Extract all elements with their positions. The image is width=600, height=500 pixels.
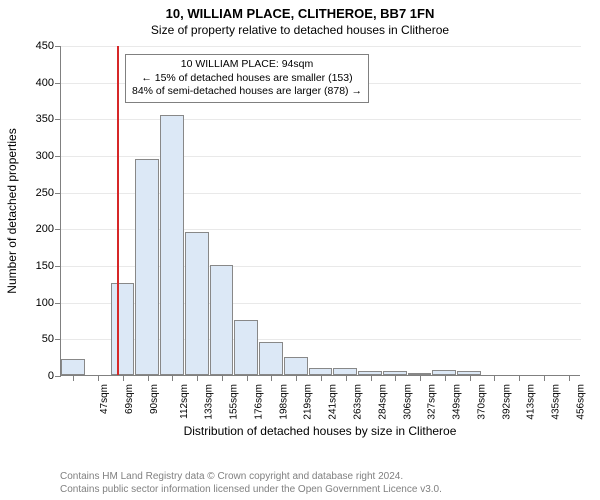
x-tick — [569, 375, 570, 381]
histogram-bar — [185, 232, 209, 375]
y-tick-label: 250 — [36, 187, 54, 199]
histogram-bar — [234, 320, 258, 375]
histogram-bar — [259, 342, 283, 375]
y-tick-label: 300 — [36, 150, 54, 162]
x-tick-label: 176sqm — [254, 384, 265, 420]
x-tick — [346, 375, 347, 381]
x-tick — [420, 375, 421, 381]
histogram-bar — [135, 159, 159, 375]
histogram-bar — [61, 359, 85, 375]
x-tick — [73, 375, 74, 381]
x-tick — [98, 375, 99, 381]
y-tick-label: 450 — [36, 40, 54, 52]
callout-line: 10 WILLIAM PLACE: 94sqm — [132, 58, 362, 72]
x-axis-title: Distribution of detached houses by size … — [60, 424, 580, 438]
x-tick — [371, 375, 372, 381]
y-tick — [55, 339, 61, 340]
x-tick-label: 370sqm — [476, 384, 487, 420]
y-tick — [55, 46, 61, 47]
x-tick-label: 284sqm — [377, 384, 388, 420]
x-tick-label: 327sqm — [427, 384, 438, 420]
x-tick — [123, 375, 124, 381]
x-tick-label: 241sqm — [328, 384, 339, 420]
y-tick-label: 150 — [36, 260, 54, 272]
reference-marker — [117, 46, 119, 375]
x-tick-label: 392sqm — [501, 384, 512, 420]
histogram-bar — [160, 115, 184, 375]
y-tick-label: 200 — [36, 223, 54, 235]
histogram-chart: Number of detached properties 0501001502… — [60, 46, 580, 406]
x-tick — [470, 375, 471, 381]
y-tick — [55, 376, 61, 377]
x-tick — [494, 375, 495, 381]
x-tick-label: 456sqm — [575, 384, 586, 420]
x-tick-label: 133sqm — [204, 384, 215, 420]
x-tick-label: 219sqm — [303, 384, 314, 420]
x-tick-label: 47sqm — [99, 384, 110, 414]
histogram-bar — [210, 265, 234, 375]
y-tick — [55, 303, 61, 304]
page-title: 10, WILLIAM PLACE, CLITHEROE, BB7 1FN — [0, 0, 600, 21]
y-tick-label: 350 — [36, 113, 54, 125]
x-tick — [148, 375, 149, 381]
y-axis-title: Number of detached properties — [5, 128, 19, 293]
y-tick — [55, 193, 61, 194]
x-tick-label: 349sqm — [452, 384, 463, 420]
x-tick — [544, 375, 545, 381]
plot-area: 05010015020025030035040045047sqm69sqm90s… — [60, 46, 580, 376]
x-tick-label: 413sqm — [526, 384, 537, 420]
x-tick — [197, 375, 198, 381]
x-tick-label: 69sqm — [124, 384, 135, 414]
footer-attribution: Contains HM Land Registry data © Crown c… — [60, 471, 442, 496]
x-tick — [519, 375, 520, 381]
x-tick — [247, 375, 248, 381]
x-tick — [445, 375, 446, 381]
x-tick — [296, 375, 297, 381]
x-tick-label: 435sqm — [551, 384, 562, 420]
y-tick — [55, 266, 61, 267]
gridline — [61, 156, 581, 157]
x-tick-label: 306sqm — [402, 384, 413, 420]
y-tick — [55, 229, 61, 230]
x-tick — [222, 375, 223, 381]
y-tick — [55, 156, 61, 157]
callout-box: 10 WILLIAM PLACE: 94sqm← 15% of detached… — [125, 54, 369, 103]
x-tick-label: 90sqm — [149, 384, 160, 414]
x-tick — [321, 375, 322, 381]
page-subtitle: Size of property relative to detached ho… — [0, 21, 600, 37]
y-tick — [55, 119, 61, 120]
callout-line: ← 15% of detached houses are smaller (15… — [132, 72, 362, 86]
footer-line: Contains HM Land Registry data © Crown c… — [60, 471, 442, 484]
x-tick — [395, 375, 396, 381]
y-tick-label: 400 — [36, 77, 54, 89]
x-tick-label: 112sqm — [179, 384, 190, 419]
y-tick-label: 100 — [36, 297, 54, 309]
callout-line: 84% of semi-detached houses are larger (… — [132, 85, 362, 99]
histogram-bar — [309, 368, 333, 375]
histogram-bar — [333, 368, 357, 375]
y-tick-label: 50 — [42, 333, 54, 345]
gridline — [61, 119, 581, 120]
gridline — [61, 46, 581, 47]
x-tick — [271, 375, 272, 381]
histogram-bar — [284, 357, 308, 375]
histogram-bar — [111, 283, 135, 375]
x-tick-label: 263sqm — [353, 384, 364, 420]
x-tick — [172, 375, 173, 381]
x-tick-label: 198sqm — [278, 384, 289, 420]
footer-line: Contains public sector information licen… — [60, 484, 442, 497]
y-tick-label: 0 — [48, 370, 54, 382]
y-tick — [55, 83, 61, 84]
x-tick-label: 155sqm — [229, 384, 240, 420]
